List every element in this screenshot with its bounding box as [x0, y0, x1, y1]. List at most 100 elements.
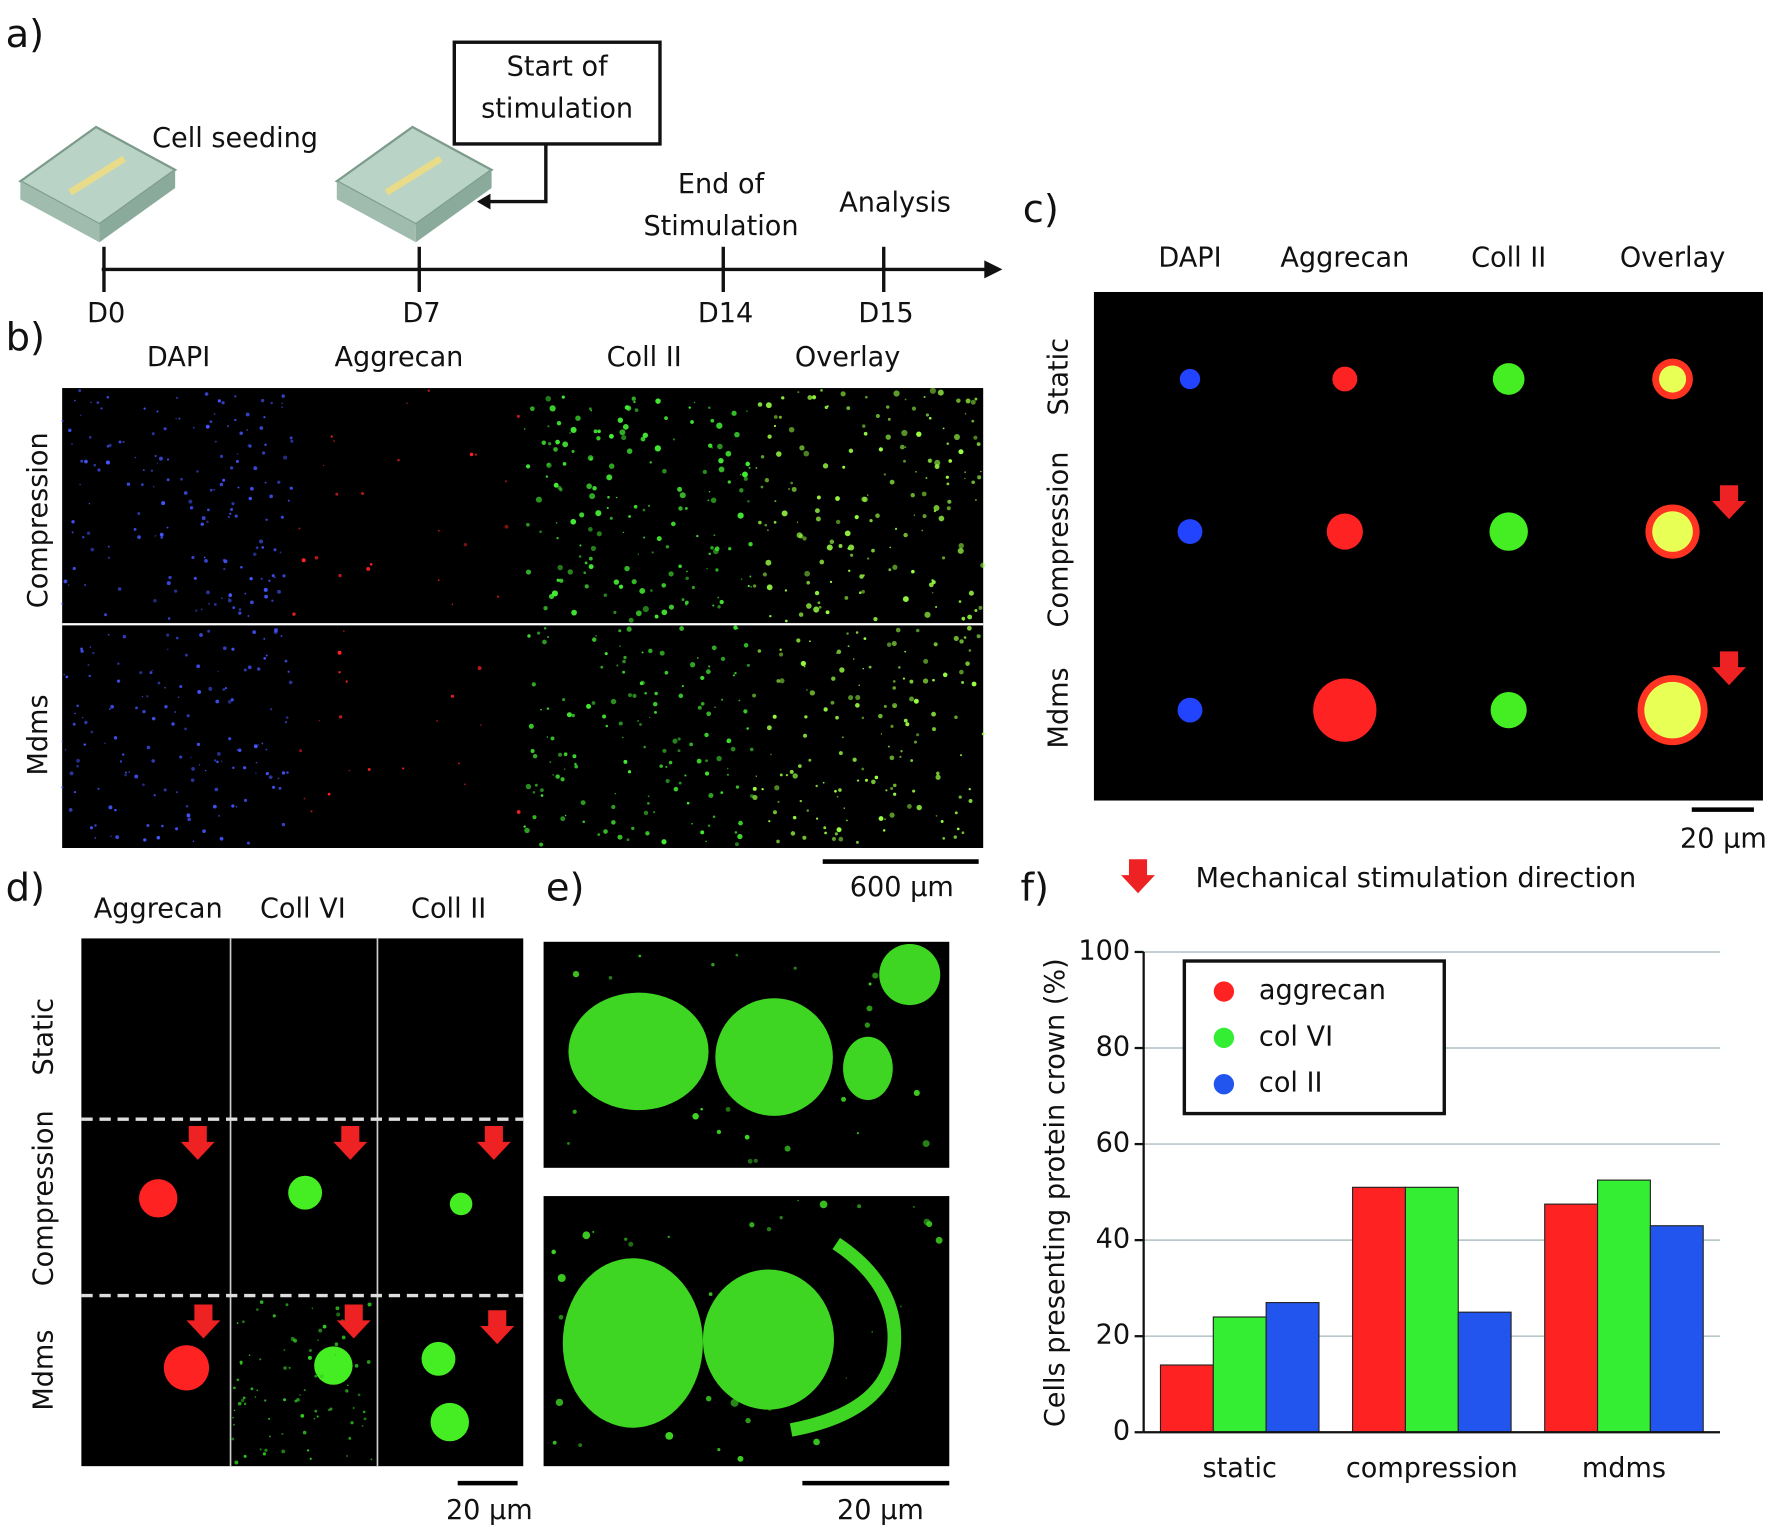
signal — [230, 698, 234, 702]
signal — [648, 648, 653, 654]
signal — [588, 564, 594, 570]
signal — [272, 1314, 276, 1318]
signal — [197, 690, 202, 694]
signal — [924, 611, 931, 618]
signal — [940, 820, 944, 823]
cell — [1658, 365, 1687, 393]
signal — [179, 755, 183, 759]
signal — [72, 722, 76, 726]
signal — [767, 1109, 772, 1114]
signal — [862, 424, 866, 428]
cell-render — [568, 992, 709, 1111]
signal — [248, 496, 253, 501]
signal — [725, 1106, 731, 1112]
signal — [735, 842, 739, 847]
signal — [958, 795, 962, 799]
signal — [815, 784, 818, 788]
signal — [662, 748, 667, 753]
cell — [139, 1179, 178, 1218]
signal — [167, 648, 169, 651]
signal — [153, 794, 156, 797]
signal — [836, 827, 842, 833]
signal — [237, 1401, 242, 1406]
signal — [752, 584, 757, 588]
signal — [937, 389, 944, 396]
signal — [958, 449, 964, 455]
panel-label: e) — [546, 865, 585, 910]
signal — [846, 819, 848, 822]
signal — [710, 546, 714, 550]
signal — [586, 483, 592, 490]
signal — [716, 755, 722, 762]
signal — [580, 800, 586, 806]
signal — [945, 475, 949, 479]
signal — [255, 761, 258, 764]
signal — [534, 783, 538, 787]
signal — [691, 822, 694, 825]
signal — [857, 779, 860, 782]
signal — [959, 639, 964, 644]
signal — [823, 707, 828, 712]
signal — [906, 597, 909, 600]
signal — [848, 569, 851, 572]
signal — [746, 727, 749, 730]
signal — [668, 760, 673, 765]
signal — [151, 759, 155, 763]
signal — [273, 548, 277, 552]
signal — [119, 760, 123, 763]
signal — [774, 785, 780, 791]
signal — [809, 690, 816, 696]
cell-render — [702, 1269, 835, 1410]
signal — [748, 541, 753, 547]
signal — [946, 506, 951, 511]
signal — [76, 704, 79, 708]
signal — [718, 457, 724, 464]
signal — [142, 783, 145, 787]
signal — [760, 455, 765, 459]
signal — [616, 664, 619, 667]
signal — [961, 681, 965, 684]
row-label: Compression — [23, 432, 54, 608]
column-label: Overlay — [1620, 243, 1725, 274]
signal — [718, 466, 725, 473]
row-label: Compression — [1044, 452, 1075, 628]
signal — [84, 583, 87, 587]
signal — [283, 1366, 287, 1370]
signal — [861, 767, 865, 771]
signal — [552, 1440, 557, 1445]
cell — [1179, 368, 1201, 390]
signal — [737, 1455, 744, 1462]
signal — [93, 463, 97, 467]
signal — [153, 598, 157, 603]
bar — [1457, 1311, 1512, 1433]
signal — [290, 439, 294, 443]
signal — [838, 836, 844, 842]
signal — [186, 813, 191, 818]
signal — [90, 547, 95, 552]
signal — [208, 603, 210, 605]
signal — [81, 716, 84, 719]
signal — [570, 518, 577, 525]
signal — [617, 834, 623, 840]
signal — [579, 544, 582, 547]
signal — [876, 1067, 880, 1071]
signal — [910, 493, 915, 498]
signal — [525, 783, 532, 790]
signal — [737, 833, 743, 840]
signal — [546, 736, 549, 738]
signal — [922, 514, 927, 519]
signal — [935, 814, 938, 817]
signal — [804, 715, 808, 719]
signal — [850, 553, 854, 557]
bar — [1212, 1316, 1267, 1433]
signal — [121, 753, 125, 756]
signal — [539, 842, 544, 847]
signal — [300, 1414, 305, 1418]
signal — [313, 1417, 316, 1420]
signal — [80, 647, 83, 650]
signal — [610, 698, 617, 705]
signal — [219, 454, 224, 459]
signal — [807, 395, 813, 401]
signal — [677, 486, 683, 492]
signal — [222, 646, 227, 651]
